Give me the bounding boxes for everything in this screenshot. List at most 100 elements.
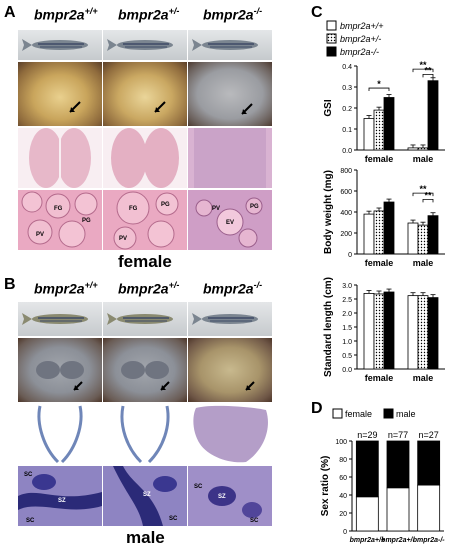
- bar: [363, 118, 375, 151]
- dissection-female-ko: [188, 62, 272, 126]
- dissection-female-het: [103, 62, 187, 126]
- label-pg: PG: [250, 204, 259, 210]
- fish-photo-male-het: [103, 302, 187, 336]
- bar: [383, 97, 395, 151]
- legend-label-wt: bmpr2a+/+: [340, 21, 384, 31]
- y-tick-label: 200: [340, 231, 352, 238]
- y-tick-label: 40: [339, 493, 347, 500]
- chart-standard-length: 0.0 0.5 1.0 1.5 2.0 2.5 3.0 Standard length (cm…: [323, 277, 445, 383]
- dissection-male-wt: [18, 338, 102, 402]
- histology-high-female-het: FG PG PV: [103, 190, 187, 250]
- fish-icon: [107, 313, 173, 325]
- y-tick-label: 1.5: [342, 325, 352, 332]
- legend-swatch-wt: [326, 20, 337, 31]
- bar: [407, 222, 419, 255]
- label-pv: PV: [36, 232, 44, 238]
- panel-label-d: D: [311, 400, 323, 417]
- y-axis-label: Body weight (mg): [323, 170, 334, 254]
- y-tick-label: 60: [339, 475, 347, 482]
- n-label: n=27: [419, 430, 439, 440]
- label-pg: PG: [161, 202, 170, 208]
- label-pg: PG: [82, 218, 91, 224]
- label-sz: SZ: [143, 492, 151, 498]
- histology-low-female-wt: [18, 128, 102, 188]
- y-tick-label: 0.2: [342, 106, 352, 113]
- female-section-label: female: [118, 252, 172, 271]
- dissection-male-ko: [188, 338, 272, 402]
- panel-label-b: B: [4, 276, 16, 293]
- category-label: male: [413, 373, 434, 383]
- fish-photo-female-wt: [18, 30, 102, 60]
- significance-bracket: [412, 192, 434, 197]
- y-tick-label: 0.0: [342, 367, 352, 374]
- bar: [427, 215, 439, 255]
- y-tick-label: 20: [339, 511, 347, 518]
- significance-bracket: [368, 87, 390, 92]
- y-tick-label: 0: [343, 529, 347, 536]
- bar-female: [386, 487, 410, 532]
- bar: [427, 297, 439, 370]
- significance-bracket: [422, 74, 434, 78]
- y-tick-label: 0.5: [342, 353, 352, 360]
- histology-low-male-ko: [188, 404, 272, 464]
- significance-marker: **: [424, 65, 432, 75]
- genotype-header-a-1: bmpr2a+/+: [34, 6, 98, 23]
- significance-bracket: [412, 68, 434, 73]
- histology-low-female-het: [103, 128, 187, 188]
- bar: [407, 295, 419, 370]
- significance-marker: **: [419, 60, 427, 70]
- y-tick-label: 600: [340, 189, 352, 196]
- chart-body-weight: 0 200 400 600 800 Body weight (mg) female male *…: [323, 168, 445, 268]
- chart-sex-ratio: 0 20 40 60 80 100 Sex ratio (%) n=29 bmpr2a+/+ n=…: [320, 430, 445, 544]
- bar: [427, 80, 439, 151]
- category-label: bmpr2a+/+: [350, 537, 385, 544]
- fish-icon: [22, 313, 88, 325]
- histology-low-female-ko: [188, 128, 272, 188]
- fish-icon: [107, 39, 173, 51]
- histology-high-male-wt: SC SZ SC: [18, 466, 102, 526]
- legend-label-male: male: [396, 409, 416, 419]
- dissection-male-het: [103, 338, 187, 402]
- legend-d: female male: [332, 408, 416, 419]
- y-tick-label: 2.0: [342, 311, 352, 318]
- dissection-female-wt: [18, 62, 102, 126]
- y-axis-label: GSI: [323, 99, 334, 116]
- label-sc-2: SC: [26, 518, 35, 524]
- label-sc-2: SC: [250, 518, 259, 524]
- bar: [383, 291, 395, 370]
- n-label: n=29: [357, 430, 377, 440]
- fish-photo-male-ko: [188, 302, 272, 336]
- bar: [417, 224, 429, 255]
- category-label: male: [413, 154, 434, 164]
- y-tick-label: 0.0: [342, 148, 352, 155]
- bar-female: [417, 484, 441, 532]
- y-tick-label: 3.0: [342, 283, 352, 290]
- category-label: bmpr2a-/-: [413, 537, 446, 544]
- legend-label-ko: bmpr2a-/-: [340, 47, 379, 57]
- y-tick-label: 80: [339, 457, 347, 464]
- legend-label-female: female: [345, 409, 372, 419]
- significance-marker: *: [377, 79, 381, 89]
- bar: [407, 147, 419, 151]
- y-tick-label: 1.0: [342, 339, 352, 346]
- y-axis-label: Sex ratio (%): [320, 456, 331, 517]
- histology-high-male-ko: SC SZ SC: [188, 466, 272, 526]
- significance-marker: **: [419, 184, 427, 194]
- n-label: n=77: [388, 430, 408, 440]
- significance-marker: **: [424, 190, 432, 200]
- bar: [363, 213, 375, 255]
- bar: [373, 210, 385, 255]
- y-tick-label: 0.4: [342, 64, 352, 71]
- y-axis-label: Standard length (cm): [323, 277, 334, 377]
- male-section-label: male: [126, 528, 165, 547]
- fish-icon: [192, 313, 258, 325]
- label-sc: SC: [24, 472, 33, 478]
- histology-low-male-wt: [18, 404, 102, 464]
- bar-male: [417, 440, 441, 486]
- genotype-header-b-3: bmpr2a-/-: [203, 280, 263, 297]
- histology-high-female-ko: PV EV PG: [188, 190, 272, 250]
- histology-high-female-wt: FG PG PV: [18, 190, 102, 250]
- label-sz: SZ: [218, 494, 226, 500]
